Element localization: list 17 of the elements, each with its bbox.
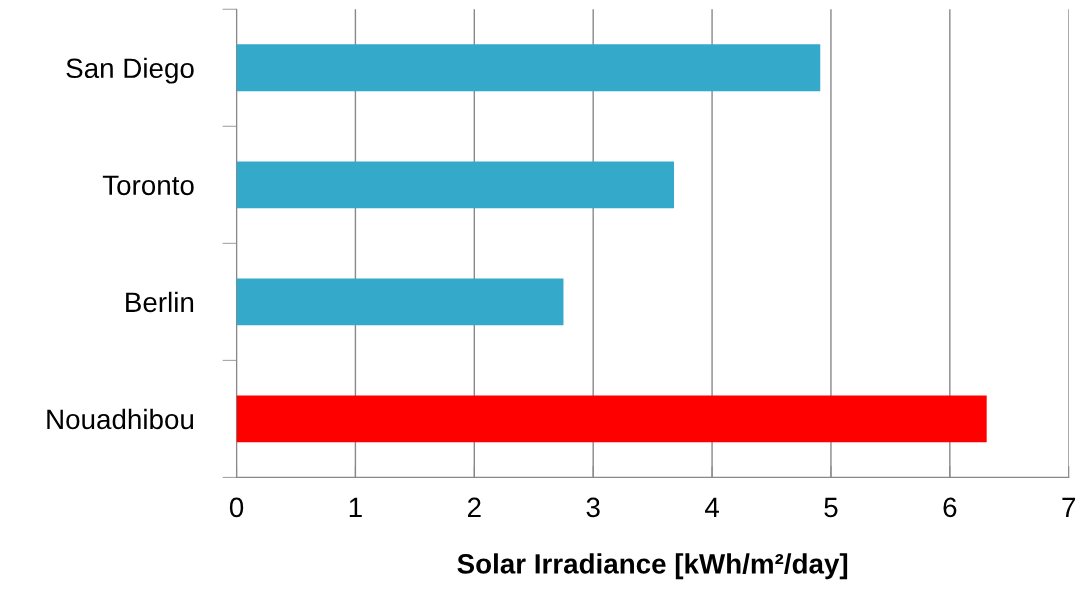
y-tick-label: Toronto bbox=[102, 175, 194, 196]
x-tick-label: 4 bbox=[704, 497, 719, 517]
bar bbox=[236, 44, 821, 92]
x-tick-label: 1 bbox=[349, 497, 362, 517]
y-tick-label: San Diego bbox=[66, 57, 194, 84]
x-tick-label: 6 bbox=[943, 497, 957, 518]
x-tick-label: 3 bbox=[586, 497, 600, 518]
y-tick-label: Berlin bbox=[126, 291, 194, 313]
x-tick-label: 0 bbox=[229, 497, 244, 518]
bar bbox=[236, 161, 675, 209]
bar bbox=[236, 278, 564, 326]
x-tick-label: 5 bbox=[824, 497, 838, 518]
x-tick-label: 2 bbox=[467, 497, 481, 517]
y-tick-label: Nouadhibou bbox=[47, 408, 194, 430]
x-tick-label: 7 bbox=[1062, 497, 1076, 517]
bar bbox=[236, 395, 987, 443]
x-axis-title: Solar Irradiance [kWh/m²/day] bbox=[457, 553, 848, 580]
